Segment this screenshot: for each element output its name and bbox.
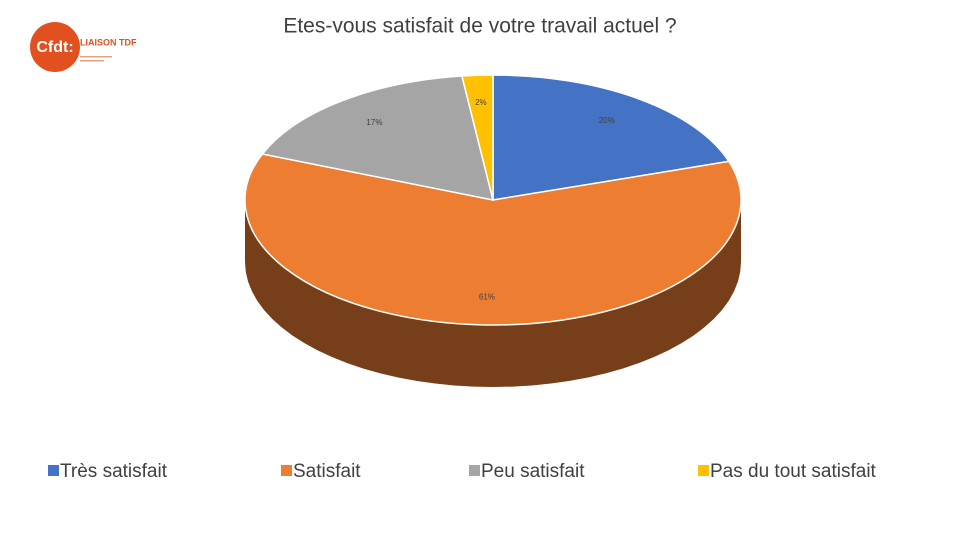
legend-swatch bbox=[48, 465, 59, 476]
legend-swatch bbox=[469, 465, 480, 476]
logo-line bbox=[80, 56, 112, 58]
value-label: 2% bbox=[475, 98, 487, 107]
legend-label: Satisfait bbox=[293, 461, 361, 482]
slice bbox=[261, 75, 495, 201]
slice-side bbox=[245, 200, 741, 387]
legend-label: Pas du tout satisfait bbox=[710, 461, 877, 482]
logo: Cfdt: LIAISON TDF bbox=[30, 22, 137, 72]
chart-title: Etes-vous satisfait de votre travail act… bbox=[283, 15, 676, 38]
legend-label: Très satisfait bbox=[60, 461, 168, 482]
slice bbox=[492, 74, 731, 201]
logo-circle bbox=[30, 22, 80, 72]
slice bbox=[460, 74, 494, 201]
legend-swatch bbox=[281, 465, 292, 476]
logo-subtitle: LIAISON TDF bbox=[80, 37, 137, 47]
logo-name: Cfdt: bbox=[36, 39, 73, 56]
value-label: 20% bbox=[599, 116, 615, 125]
slice bbox=[244, 153, 742, 326]
value-label: 61% bbox=[479, 293, 495, 302]
logo-line bbox=[80, 60, 104, 62]
legend-label: Peu satisfait bbox=[481, 461, 585, 482]
legend-swatch bbox=[698, 465, 709, 476]
value-label: 17% bbox=[366, 118, 382, 127]
